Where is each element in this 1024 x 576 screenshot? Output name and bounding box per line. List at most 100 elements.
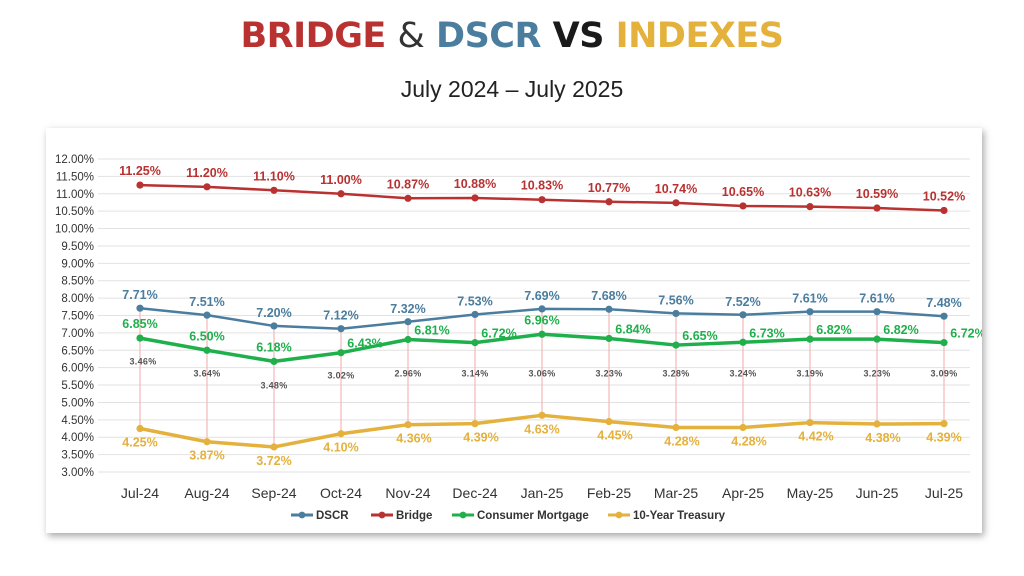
data-point-bridge — [538, 196, 546, 204]
data-label-treasury: 4.10% — [323, 441, 358, 455]
chart-title: BRIDGE & DSCR VS INDEXES — [0, 16, 1024, 56]
y-tick-label: 9.50% — [61, 241, 94, 253]
data-label-bridge: 11.25% — [119, 164, 161, 178]
data-point-dscr — [739, 311, 747, 319]
title-indexes: INDEXES — [615, 16, 784, 56]
data-point-dscr — [270, 322, 278, 330]
spread-label: 3.23% — [863, 369, 890, 379]
data-point-bridge — [136, 181, 144, 189]
data-label-treasury: 4.25% — [122, 436, 157, 450]
data-label-treasury: 4.28% — [664, 434, 699, 448]
data-point-treasury — [337, 430, 345, 438]
data-point-dscr — [940, 312, 948, 320]
data-label-consumer_mortgage: 6.85% — [122, 317, 157, 331]
spread-label: 2.96% — [394, 369, 421, 379]
data-label-dscr: 7.12% — [323, 309, 358, 323]
legend-label-treasury: 10-Year Treasury — [633, 510, 726, 522]
y-tick-label: 7.00% — [61, 328, 94, 340]
y-tick-label: 6.50% — [61, 345, 94, 357]
data-point-bridge — [806, 203, 814, 211]
data-point-consumer_mortgage — [337, 349, 345, 357]
x-tick-label: Mar-25 — [654, 485, 699, 501]
data-label-dscr: 7.32% — [390, 302, 425, 316]
data-point-treasury — [203, 438, 211, 446]
data-point-consumer_mortgage — [672, 341, 680, 349]
data-point-treasury — [739, 423, 747, 432]
data-point-bridge — [471, 194, 479, 202]
title-dscr: DSCR — [436, 16, 541, 56]
y-tick-label: 4.50% — [61, 415, 94, 427]
data-label-dscr: 7.61% — [792, 292, 827, 306]
data-label-dscr: 7.68% — [591, 289, 626, 303]
data-label-dscr: 7.20% — [256, 306, 291, 320]
data-label-consumer_mortgage: 6.96% — [524, 313, 559, 327]
y-tick-label: 6.00% — [61, 363, 94, 375]
data-label-bridge: 10.88% — [454, 177, 496, 191]
data-label-dscr: 7.51% — [189, 295, 224, 309]
data-label-consumer_mortgage: 6.43% — [347, 337, 382, 351]
data-label-consumer_mortgage: 6.73% — [749, 326, 784, 340]
data-label-bridge: 10.77% — [588, 181, 630, 195]
data-point-treasury — [940, 420, 948, 428]
legend-label-consumer_mortgage: Consumer Mortgage — [477, 510, 589, 522]
legend-marker-dscr — [298, 511, 306, 519]
data-point-consumer_mortgage — [203, 346, 211, 354]
y-tick-label: 9.00% — [61, 258, 94, 270]
data-label-treasury: 4.39% — [463, 431, 498, 445]
chart-panel: 3.00% 3.50% 4.00% 4.50% 5.00% 5.50% 6.00% 6.50%… — [46, 128, 982, 533]
x-tick-label: Oct-24 — [320, 485, 362, 501]
data-point-treasury — [471, 420, 479, 428]
data-label-dscr: 7.53% — [457, 294, 492, 308]
title-amp: & — [397, 16, 425, 56]
data-label-bridge: 11.00% — [320, 173, 362, 187]
data-label-bridge: 11.10% — [253, 169, 295, 183]
spread-label: 3.02% — [327, 371, 354, 381]
data-point-bridge — [270, 186, 278, 194]
y-tick-label: 5.50% — [61, 380, 94, 392]
data-point-treasury — [605, 417, 613, 426]
data-point-treasury — [270, 443, 278, 451]
data-point-bridge — [404, 194, 412, 202]
data-label-treasury: 4.28% — [731, 434, 766, 448]
data-point-consumer_mortgage — [404, 335, 412, 344]
data-label-dscr: 7.56% — [658, 293, 693, 307]
data-point-bridge — [739, 202, 747, 210]
data-point-consumer_mortgage — [873, 335, 881, 343]
x-tick-label: Jun-25 — [856, 485, 899, 501]
data-label-bridge: 10.83% — [521, 179, 563, 193]
legend-marker-consumer_mortgage — [459, 511, 467, 519]
data-label-dscr: 7.61% — [859, 292, 894, 306]
title-bridge: BRIDGE — [240, 16, 387, 56]
x-tick-label: Jul-25 — [925, 485, 963, 501]
y-tick-label: 8.00% — [61, 293, 94, 305]
chart-subtitle: July 2024 – July 2025 — [400, 76, 624, 102]
data-label-consumer_mortgage: 6.72% — [950, 327, 982, 341]
data-label-consumer_mortgage: 6.84% — [615, 322, 650, 336]
title-vs: VS — [552, 16, 605, 56]
legend-marker-treasury — [615, 511, 623, 519]
spread-label: 3.48% — [260, 381, 287, 391]
spread-label: 3.06% — [528, 369, 555, 379]
data-point-bridge — [337, 190, 345, 198]
data-label-consumer_mortgage: 6.50% — [189, 329, 224, 343]
data-label-treasury: 4.39% — [926, 431, 961, 445]
data-label-treasury: 4.36% — [396, 432, 431, 446]
y-tick-label: 7.50% — [61, 311, 94, 323]
data-label-consumer_mortgage: 6.81% — [414, 323, 449, 337]
data-label-bridge: 10.52% — [923, 189, 965, 203]
spread-label: 3.64% — [193, 369, 220, 379]
data-point-treasury — [136, 424, 144, 433]
data-label-bridge: 10.59% — [856, 187, 898, 201]
data-label-consumer_mortgage: 6.65% — [682, 329, 717, 343]
data-point-consumer_mortgage — [136, 334, 144, 342]
x-tick-label: Aug-24 — [184, 485, 229, 501]
data-label-consumer_mortgage: 6.72% — [481, 327, 516, 341]
line-chart: 3.00% 3.50% 4.00% 4.50% 5.00% 5.50% 6.00% 6.50%… — [55, 154, 982, 522]
spread-label: 3.19% — [796, 369, 823, 379]
data-point-consumer_mortgage — [940, 339, 948, 347]
data-point-dscr — [203, 311, 211, 319]
y-tick-label: 4.00% — [61, 432, 94, 444]
y-tick-label: 11.00% — [56, 189, 94, 201]
data-label-dscr: 7.71% — [122, 288, 157, 302]
data-point-bridge — [605, 198, 613, 206]
